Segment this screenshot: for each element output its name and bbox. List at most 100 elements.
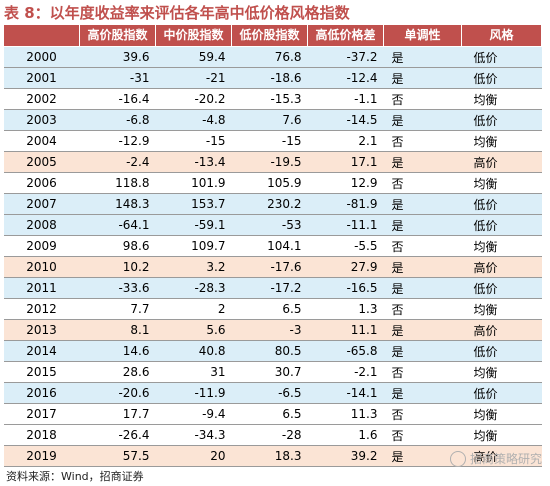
header-row: 高价股指数 中价股指数 低价股指数 高低价格差 单调性 风格 [3,24,542,47]
cell-high-low-spread: -37.2 [307,46,384,68]
cell-year: 2010 [3,256,80,278]
cell-high-low-spread: -65.8 [307,340,384,362]
table-row: 2012 7.7 2 6.5 1.3 否均衡 [3,298,542,320]
cell-monotonic: 是 [383,382,462,404]
source-note: 资料来源：Wind，招商证券 [6,470,144,483]
cell-low-price-index: 7.6 [231,109,308,131]
cell-style: 低价 [461,382,542,404]
cell-low-price-index: 80.5 [231,340,308,362]
cell-high-price-index: 118.8 [79,172,156,194]
cell-high-low-spread: -2.1 [307,361,384,383]
wechat-icon [449,450,466,467]
watermark: 招商策略研究 [449,450,542,467]
cell-mid-price-index: -15 [155,130,232,152]
cell-low-price-index: -17.6 [231,256,308,278]
cell-high-low-spread: 39.2 [307,445,384,467]
table-row: 2007 148.3 153.7 230.2 -81.9 是低价 [3,193,542,215]
cell-high-price-index: -33.6 [79,277,156,299]
table-row: 2000 39.6 59.4 76.8 -37.2 是低价 [3,46,542,68]
table-row: 2004 -12.9 -15 -15 2.1 否均衡 [3,130,542,152]
cell-high-low-spread: -16.5 [307,277,384,299]
table-row: 2013 8.1 5.6 -3 11.1 是高价 [3,319,542,341]
cell-monotonic: 是 [383,67,462,89]
header-year [3,24,80,47]
cell-style: 高价 [461,445,542,467]
table-row: 2015 28.6 31 30.7 -2.1 否均衡 [3,361,542,383]
cell-year: 2002 [3,88,80,110]
cell-mid-price-index: 3.2 [155,256,232,278]
cell-monotonic: 否 [383,403,462,425]
cell-style: 高价 [461,151,542,173]
header-style: 风格 [461,24,542,47]
cell-year: 2018 [3,424,80,446]
cell-monotonic: 否 [383,172,462,194]
cell-monotonic: 否 [383,424,462,446]
cell-high-low-spread: -5.5 [307,235,384,257]
cell-monotonic: 是 [383,193,462,215]
cell-mid-price-index: -4.8 [155,109,232,131]
cell-monotonic: 是 [383,46,462,68]
cell-high-low-spread: 17.1 [307,151,384,173]
cell-high-low-spread: -11.1 [307,214,384,236]
cell-style: 均衡 [461,403,542,425]
cell-style: 高价 [461,319,542,341]
cell-mid-price-index: -9.4 [155,403,232,425]
cell-monotonic: 是 [383,319,462,341]
cell-high-price-index: -31 [79,67,156,89]
cell-high-price-index: 57.5 [79,445,156,467]
cell-year: 2000 [3,46,80,68]
cell-style: 均衡 [461,172,542,194]
cell-low-price-index: 105.9 [231,172,308,194]
cell-mid-price-index: 109.7 [155,235,232,257]
cell-style: 均衡 [461,424,542,446]
table-row: 2010 10.2 3.2 -17.6 27.9 是高价 [3,256,542,278]
cell-low-price-index: -15.3 [231,88,308,110]
cell-style: 低价 [461,340,542,362]
cell-mid-price-index: 153.7 [155,193,232,215]
cell-high-price-index: -12.9 [79,130,156,152]
cell-year: 2019 [3,445,80,467]
cell-high-price-index: 28.6 [79,361,156,383]
cell-high-low-spread: 27.9 [307,256,384,278]
cell-high-price-index: 8.1 [79,319,156,341]
cell-style: 均衡 [461,130,542,152]
cell-style: 均衡 [461,361,542,383]
cell-low-price-index: -3 [231,319,308,341]
cell-style: 高价 [461,256,542,278]
table-row: 2011 -33.6 -28.3 -17.2 -16.5 是低价 [3,277,542,299]
table-row: 2009 98.6 109.7 104.1 -5.5 否均衡 [3,235,542,257]
table-title: 表 8：以年度收益率来评估各年高中低价格风格指数 [4,4,350,22]
cell-mid-price-index: 101.9 [155,172,232,194]
cell-year: 2003 [3,109,80,131]
cell-monotonic: 否 [383,130,462,152]
cell-mid-price-index: -13.4 [155,151,232,173]
cell-year: 2006 [3,172,80,194]
table-row: 2003 -6.8 -4.8 7.6 -14.5 是低价 [3,109,542,131]
cell-style: 低价 [461,109,542,131]
table-row: 2005 -2.4 -13.4 -19.5 17.1 是高价 [3,151,542,173]
cell-monotonic: 否 [383,88,462,110]
table-row: 2008 -64.1 -59.1 -53 -11.1 是低价 [3,214,542,236]
cell-high-low-spread: 12.9 [307,172,384,194]
cell-high-price-index: 14.6 [79,340,156,362]
cell-high-low-spread: -1.1 [307,88,384,110]
cell-mid-price-index: 2 [155,298,232,320]
header-low-price-index: 低价股指数 [231,24,308,47]
cell-high-price-index: -64.1 [79,214,156,236]
cell-high-low-spread: 1.6 [307,424,384,446]
cell-monotonic: 是 [383,109,462,131]
cell-low-price-index: 104.1 [231,235,308,257]
header-mid-price-index: 中价股指数 [155,24,232,47]
cell-high-price-index: 98.6 [79,235,156,257]
cell-style: 低价 [461,193,542,215]
cell-high-low-spread: -12.4 [307,67,384,89]
cell-style: 均衡 [461,235,542,257]
cell-mid-price-index: -34.3 [155,424,232,446]
cell-high-price-index: 17.7 [79,403,156,425]
cell-high-low-spread: 11.1 [307,319,384,341]
table-row: 2017 17.7 -9.4 6.5 11.3 否均衡 [3,403,542,425]
cell-monotonic: 是 [383,214,462,236]
cell-low-price-index: -17.2 [231,277,308,299]
cell-style: 低价 [461,277,542,299]
table-row: 2001 -31 -21 -18.6 -12.4 是低价 [3,67,542,89]
